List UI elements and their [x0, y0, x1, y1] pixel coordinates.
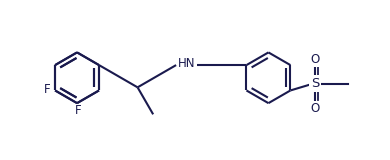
Text: S: S	[311, 77, 319, 90]
Text: HN: HN	[178, 57, 196, 70]
Text: O: O	[310, 53, 319, 66]
Text: F: F	[74, 104, 81, 117]
Text: F: F	[44, 83, 50, 96]
Text: O: O	[310, 102, 319, 115]
